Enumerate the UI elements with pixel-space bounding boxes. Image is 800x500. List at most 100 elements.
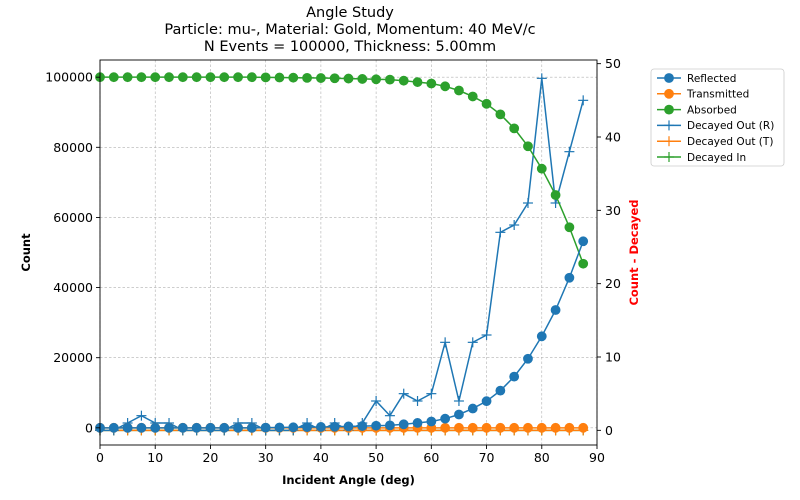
- data-point: [440, 337, 451, 348]
- legend-swatch-marker: [664, 120, 674, 131]
- data-point: [426, 388, 437, 399]
- legend-entry: Reflected: [657, 73, 736, 85]
- data-point: [509, 371, 520, 382]
- data-point: [550, 422, 561, 433]
- x-axis-label: Incident Angle (deg): [282, 473, 415, 487]
- data-point: [412, 396, 423, 406]
- data-point: [495, 422, 506, 433]
- data-point: [371, 420, 382, 431]
- data-point: [343, 73, 354, 84]
- data-point: [288, 72, 299, 83]
- data-point: [578, 422, 589, 433]
- data-point: [219, 422, 230, 433]
- data-point: [454, 409, 464, 420]
- data-point: [274, 422, 285, 433]
- legend: Reflected Transmitted Absorbed Decayed Out …: [650, 68, 785, 167]
- data-point: [398, 75, 409, 86]
- x-tick-label: 30: [258, 450, 274, 465]
- data-point: [164, 72, 174, 83]
- data-point: [481, 330, 492, 340]
- x-axis: 0 10 20 30 40 50 60 70 80 90: [96, 445, 605, 465]
- data-point: [398, 419, 409, 430]
- data-point: [550, 190, 561, 200]
- data-point: [288, 422, 299, 433]
- y-axis-label: Count: [19, 233, 33, 272]
- legend-swatch-marker: [664, 136, 674, 147]
- title-line: N Events = 100000, Thickness: 5.00mm: [204, 39, 496, 55]
- data-point: [440, 81, 451, 92]
- legend-label: Absorbed: [687, 104, 737, 116]
- data-point: [371, 396, 382, 406]
- plot-frame: [99, 59, 598, 446]
- data-point: [564, 272, 575, 283]
- y-tick-label: 0: [85, 420, 93, 435]
- data-point: [233, 72, 243, 83]
- series-absorbed: [95, 72, 589, 269]
- data-point: [385, 74, 395, 85]
- data-point: [467, 422, 478, 433]
- data-point: [495, 109, 506, 120]
- x-tick-label: 60: [423, 450, 439, 465]
- data-point: [550, 305, 561, 315]
- data-point: [453, 396, 464, 406]
- legend-label: Transmitted: [686, 89, 749, 101]
- data-point: [536, 73, 547, 84]
- data-point: [371, 74, 382, 85]
- data-point: [191, 422, 202, 433]
- data-point: [564, 146, 575, 157]
- data-point: [440, 413, 451, 424]
- data-point: [136, 422, 147, 433]
- data-point: [454, 422, 464, 433]
- data-point: [205, 422, 216, 433]
- data-point: [440, 422, 451, 433]
- title-line: Particle: mu-, Material: Gold, Momentum:…: [164, 22, 535, 38]
- plot-area: [95, 72, 589, 436]
- data-point: [329, 421, 340, 432]
- data-point: [122, 422, 133, 433]
- legend-swatch-marker: [664, 104, 674, 115]
- y-tick-label: 40000: [53, 280, 93, 295]
- x-tick-label: 90: [589, 450, 605, 465]
- data-point: [177, 422, 188, 433]
- data-point: [357, 421, 368, 431]
- data-point: [412, 77, 423, 87]
- y2-axis-label: Count - Decayed: [627, 199, 641, 305]
- y2-tick-label: 0: [605, 423, 613, 438]
- legend-swatch-marker: [664, 73, 674, 83]
- x-tick-label: 80: [534, 450, 550, 465]
- data-point: [150, 422, 161, 433]
- data-point: [329, 73, 340, 84]
- legend-swatch-marker: [664, 88, 674, 99]
- data-point: [246, 72, 257, 83]
- x-tick-label: 10: [147, 450, 163, 465]
- legend-label: Decayed Out (T): [687, 136, 773, 148]
- data-point: [219, 72, 230, 83]
- y-tick-label: 80000: [53, 140, 93, 155]
- data-point: [260, 72, 271, 83]
- series-line: [100, 76, 584, 264]
- data-point: [481, 396, 492, 407]
- data-point: [523, 141, 533, 152]
- data-point: [467, 337, 478, 348]
- data-point: [412, 418, 423, 428]
- data-point: [536, 422, 547, 433]
- data-point: [509, 220, 520, 230]
- data-point: [164, 422, 174, 433]
- data-point: [578, 236, 589, 247]
- data-point: [481, 422, 492, 433]
- series-reflected: [95, 236, 589, 433]
- legend-label: Reflected: [687, 73, 736, 85]
- legend-entry: Decayed Out (T): [657, 136, 773, 148]
- data-point: [315, 422, 326, 432]
- legend-entry: Transmitted: [657, 89, 749, 101]
- data-point: [385, 420, 395, 431]
- data-point: [467, 403, 478, 414]
- y2-tick-label: 30: [605, 203, 621, 218]
- data-point: [481, 98, 492, 109]
- x-tick-label: 20: [202, 450, 218, 465]
- data-point: [523, 353, 533, 364]
- data-point: [150, 72, 161, 83]
- data-point: [564, 222, 575, 233]
- grid: [99, 60, 598, 445]
